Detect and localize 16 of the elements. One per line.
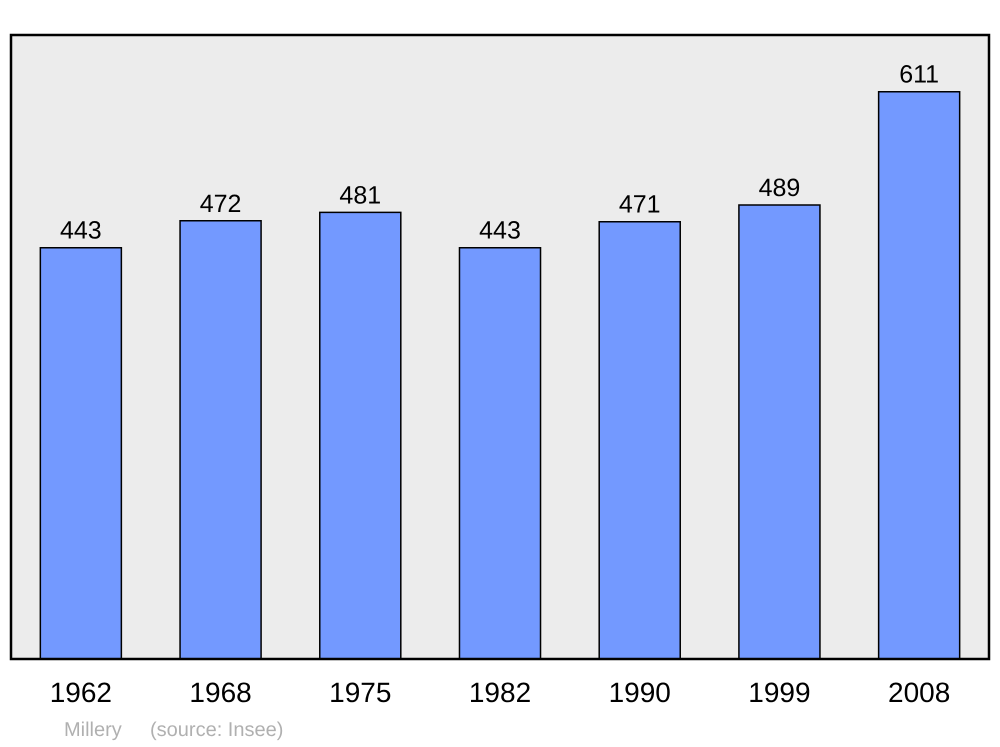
x-tick-label: 2008 [888,677,950,708]
x-tick-label: 1962 [50,677,112,708]
x-tick-label: 1999 [748,677,811,708]
data-label: 443 [60,216,102,245]
x-tick-label: 1968 [189,677,252,708]
data-label: 471 [618,190,661,219]
text: Millery [64,719,122,741]
data-label: 472 [200,190,242,218]
x-tick-label: 1982 [468,677,532,708]
data-label: 481 [339,181,382,210]
x-tick-label: 1975 [329,677,392,708]
data-label: 489 [758,174,800,202]
x-tick-label: 1990 [608,677,671,708]
data-label: 611 [899,60,940,89]
data-label: 443 [479,216,521,245]
text: (source: Insee) [150,719,284,741]
